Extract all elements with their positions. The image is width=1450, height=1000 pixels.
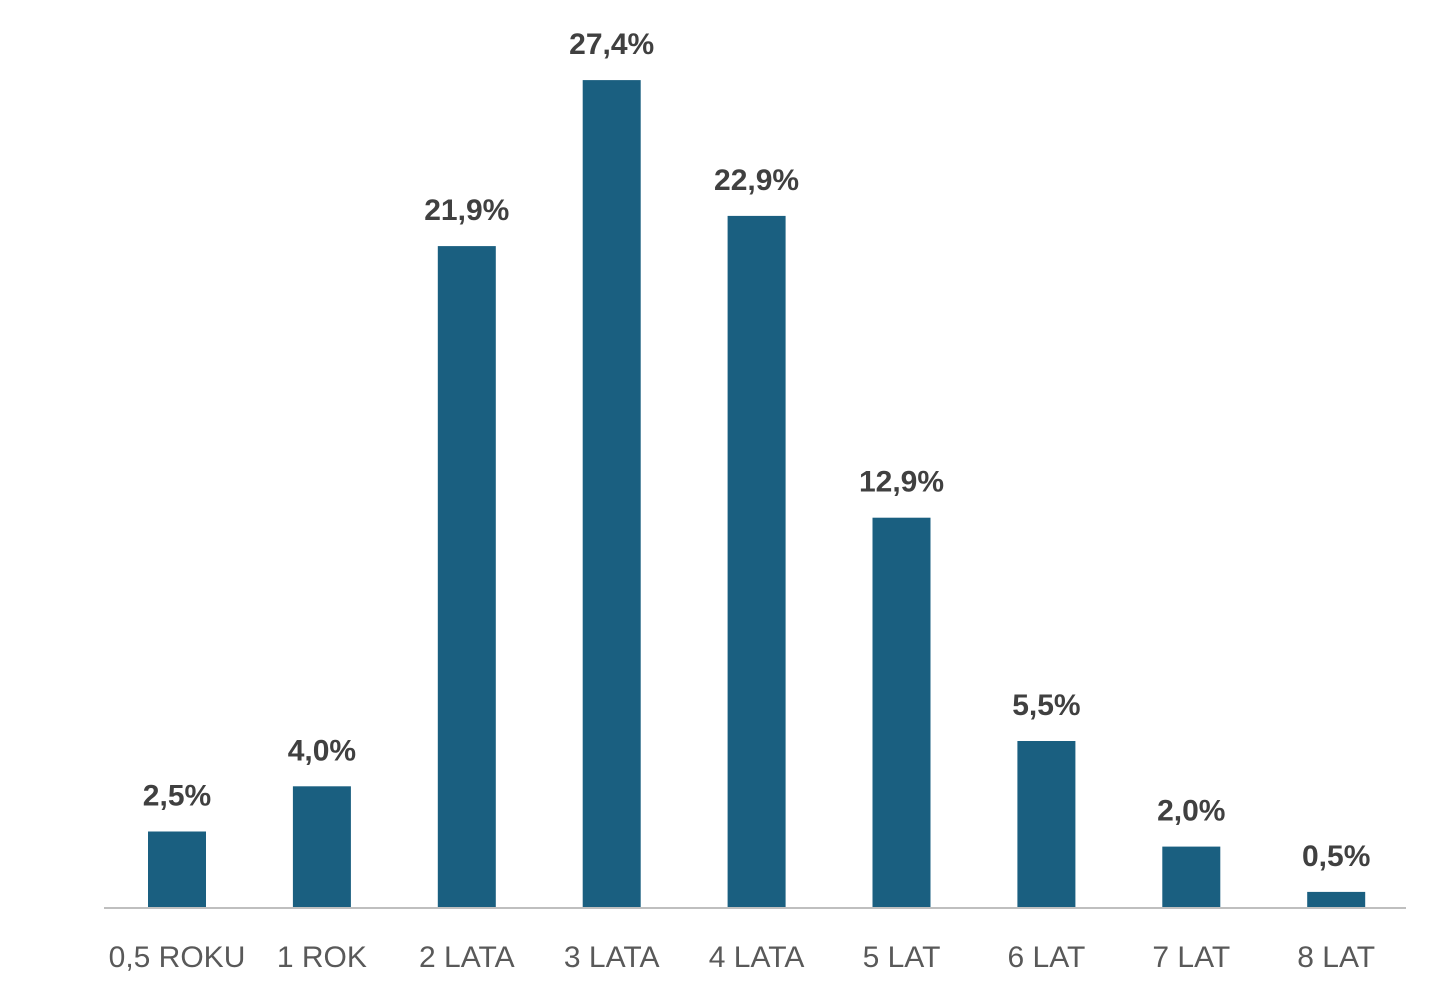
category-label-4: 3 LATA bbox=[564, 941, 660, 974]
category-label-8: 7 LAT bbox=[1152, 941, 1230, 974]
category-label-2: 1 ROK bbox=[277, 941, 367, 974]
bar-5 bbox=[727, 215, 786, 907]
bars-group bbox=[148, 80, 1366, 908]
data-label-6: 12,9% bbox=[859, 466, 944, 499]
category-labels-group: 0,5 ROKU 1 ROK 2 LATA 3 LATA 4 LATA 5 LAT 6 LA… bbox=[109, 941, 1375, 974]
category-label-7: 6 LAT bbox=[1007, 941, 1085, 974]
category-label-1: 0,5 ROKU bbox=[109, 941, 246, 974]
bar-7 bbox=[1017, 741, 1076, 907]
data-label-4: 27,4% bbox=[569, 28, 654, 61]
bar-4 bbox=[582, 80, 641, 908]
data-label-3: 21,9% bbox=[424, 194, 509, 227]
bar-3 bbox=[437, 246, 496, 908]
data-label-1: 2,5% bbox=[143, 780, 211, 813]
category-label-5: 4 LATA bbox=[709, 941, 805, 974]
data-label-9: 0,5% bbox=[1302, 840, 1370, 873]
data-labels-group: 2,5% 4,0% 21,9% 27,4% 22,9% 12,9% 5,5% 2,0% 0,5% bbox=[143, 28, 1371, 873]
bar-2 bbox=[292, 786, 351, 907]
data-label-2: 4,0% bbox=[288, 734, 356, 767]
bar-9 bbox=[1307, 891, 1366, 907]
data-label-8: 2,0% bbox=[1157, 795, 1225, 828]
category-label-6: 5 LAT bbox=[863, 941, 941, 974]
data-label-5: 22,9% bbox=[714, 164, 799, 197]
bar-6 bbox=[872, 517, 931, 907]
data-label-7: 5,5% bbox=[1012, 689, 1080, 722]
bar-8 bbox=[1162, 846, 1221, 907]
category-label-3: 2 LATA bbox=[419, 941, 515, 974]
category-label-9: 8 LAT bbox=[1297, 941, 1375, 974]
bar-1 bbox=[148, 831, 206, 907]
